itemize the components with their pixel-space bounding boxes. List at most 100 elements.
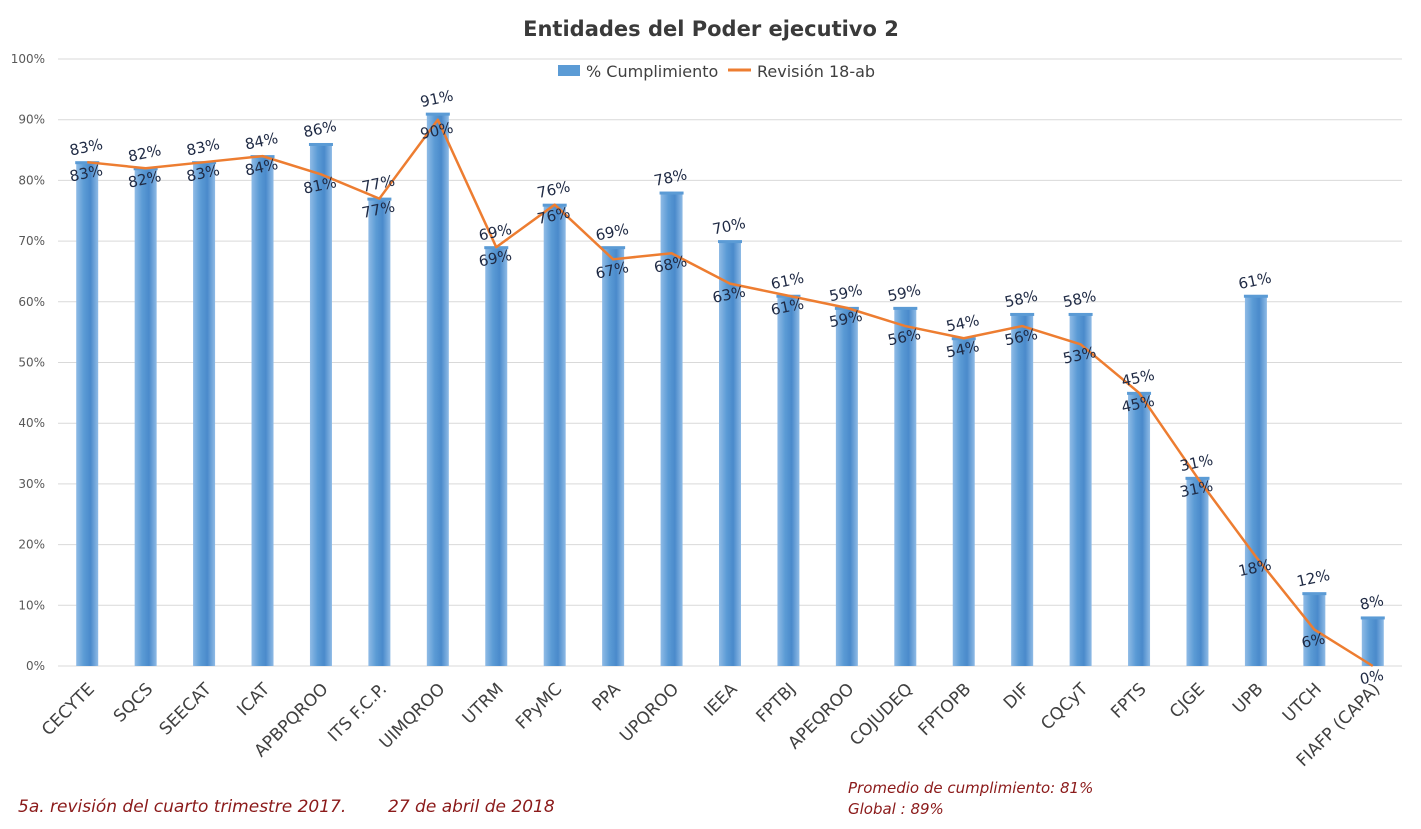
line-data-label: 31% — [1178, 477, 1214, 502]
x-tick-label: CECYTE — [38, 679, 99, 740]
line-data-label: 56% — [886, 325, 922, 350]
footer-average: Promedio de cumplimiento: 81% — [848, 779, 1094, 797]
line-data-label: 77% — [360, 197, 396, 222]
bar — [76, 162, 99, 666]
bar-cap — [425, 112, 450, 116]
line-data-label: 90% — [419, 119, 455, 144]
bar-series — [75, 112, 1385, 667]
bar-data-label: 70% — [711, 214, 747, 239]
line-path — [87, 118, 1374, 668]
y-tick-label: 70% — [18, 234, 45, 248]
line-data-label: 81% — [302, 173, 338, 198]
chart-title: Entidades del Poder ejecutivo 2 — [523, 17, 899, 41]
bar-cap — [1360, 616, 1385, 620]
bar-data-label: 86% — [302, 117, 338, 142]
x-tick-label: DIF — [1000, 679, 1034, 713]
footer-revision: 5a. revisión del cuarto trimestre 2017. — [18, 797, 347, 817]
y-tick-label: 10% — [18, 598, 45, 612]
bar-cap — [718, 240, 742, 244]
bar — [368, 198, 391, 667]
bar — [193, 162, 216, 666]
bar-data-label: 58% — [1061, 287, 1097, 312]
bar — [777, 295, 800, 666]
bar-cap — [601, 246, 626, 250]
line-data-label: 45% — [1120, 392, 1156, 417]
bar — [1186, 477, 1209, 666]
bar — [1011, 313, 1034, 666]
x-tick-label: CJGE — [1166, 679, 1209, 722]
line-data-label: 18% — [1237, 556, 1273, 581]
footer-date: 27 de abril de 2018 — [388, 797, 555, 817]
x-tick-label: COJUDEQ — [846, 679, 917, 750]
y-tick-label: 60% — [18, 295, 45, 309]
bar-data-label: 78% — [652, 165, 688, 190]
line-data-label: 59% — [828, 307, 864, 332]
bar — [543, 204, 566, 666]
bar-data-label: 8% — [1358, 591, 1385, 614]
bar-data-label: 31% — [1178, 451, 1214, 476]
bar — [835, 307, 858, 666]
bar-data-label: 61% — [769, 269, 805, 294]
bar-data-label: 76% — [535, 178, 571, 203]
bar — [134, 168, 157, 666]
bar — [251, 156, 274, 666]
bar — [602, 247, 625, 667]
bar — [1069, 313, 1092, 666]
x-tick-label: SEECAT — [156, 679, 216, 739]
bar-data-label: 12% — [1295, 566, 1331, 591]
x-tick-label: CQCyT — [1037, 679, 1092, 734]
bar — [485, 247, 508, 667]
x-tick-label: UTCH — [1279, 679, 1326, 726]
bar-cap — [1068, 312, 1093, 316]
y-tick-label: 80% — [18, 173, 45, 187]
line-data-label: 54% — [945, 337, 981, 362]
x-tick-label: UTRM — [459, 679, 508, 728]
y-tick-label: 30% — [18, 477, 45, 491]
bar-cap — [1243, 294, 1268, 298]
y-tick-label: 0% — [26, 659, 45, 673]
x-tick-label: UPQROO — [616, 679, 683, 746]
bar-data-label: 84% — [243, 129, 279, 154]
bar — [309, 143, 332, 667]
x-tick-label: FPTS — [1107, 679, 1150, 722]
line-data-label: 83% — [68, 161, 104, 186]
bar-data-label: 61% — [1237, 269, 1273, 294]
bar — [719, 241, 741, 666]
x-tick-label: FPyMC — [512, 679, 566, 733]
bar-cap — [1302, 592, 1327, 596]
bar-cap — [659, 191, 684, 195]
x-tick-label: IEEA — [700, 679, 741, 720]
bar — [660, 192, 683, 667]
line-data-label: 69% — [477, 246, 513, 271]
line-data-label: 0% — [1358, 666, 1385, 689]
bar-data-label: 83% — [68, 135, 104, 160]
line-data-label: 67% — [594, 258, 630, 283]
x-tick-label: PPA — [589, 679, 625, 715]
footer-global: Global : 89% — [848, 800, 944, 818]
line-data-label: 6% — [1300, 629, 1327, 652]
bar-data-label: 77% — [360, 171, 396, 196]
x-tick-label: FPTOPB — [915, 679, 976, 740]
y-tick-label: 20% — [18, 538, 45, 552]
line-data-label: 61% — [769, 295, 805, 320]
x-tick-label: FPTBJ — [753, 679, 800, 726]
line-data-label: 76% — [535, 204, 571, 229]
bar — [1128, 392, 1151, 666]
x-tick-label: SQCS — [110, 679, 157, 726]
legend-bar-swatch — [558, 65, 580, 76]
bar-cap — [308, 142, 333, 146]
y-tick-label: 50% — [18, 356, 45, 370]
bar — [894, 307, 917, 666]
y-tick-label: 40% — [18, 416, 45, 430]
bar-data-label: 83% — [185, 135, 221, 160]
y-tick-label: 90% — [18, 113, 45, 127]
bar — [1244, 295, 1267, 666]
legend-bar-label: % Cumplimiento — [586, 62, 718, 81]
x-tick-label: UPB — [1229, 679, 1267, 717]
y-tick-label: 100% — [11, 52, 45, 66]
legend: % Cumplimiento Revisión 18-ab — [558, 62, 875, 81]
bar — [952, 338, 975, 666]
bar-data-label: 54% — [945, 311, 981, 336]
